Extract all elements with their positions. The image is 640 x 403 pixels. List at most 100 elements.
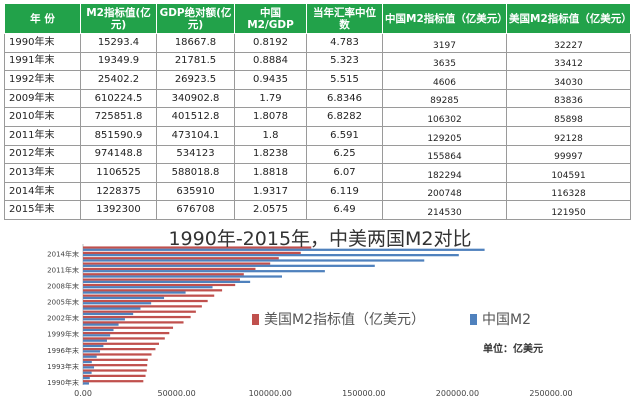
bar-cn-1990年末: [83, 382, 89, 385]
bar-us-2012年末: [83, 262, 271, 265]
table-row: 1992年末 25402.2 26923.5 0.9435 5.515 4606 34030: [4, 70, 631, 90]
cell-year: 2013年末: [4, 163, 81, 183]
cell-exchange-rate: 4.783: [306, 33, 383, 53]
cell-exchange-rate: 6.119: [306, 181, 383, 202]
bar-us-2005年末: [83, 299, 208, 303]
header-us-m2-usd: 美国M2指标值（亿美元）: [506, 3, 632, 34]
bar-chart-canvas: 1990年末 1993年末 1996年末 1999年末 2002年末 2005年末 2008…: [47, 244, 573, 398]
cell-m2-gdp-ratio: 1.8818: [234, 163, 307, 183]
bar-cn-2011年末: [83, 270, 325, 273]
bar-cn-2008年末: [83, 286, 213, 289]
cell-exchange-rate: 6.49: [306, 200, 383, 220]
y-tick-label: 2002年末: [47, 314, 79, 323]
cell-year: 1992年末: [4, 70, 81, 90]
cell-us-m2-usd: 99997: [506, 144, 631, 165]
bar-us-2011年末: [83, 267, 256, 271]
cell-m2-rmb: 851590.9: [80, 125, 157, 146]
cell-m2-gdp-ratio: 1.79: [234, 88, 307, 109]
bar-us-1994年末: [83, 358, 148, 361]
table-row: 2011年末 851590.9 473104.1 1.8 6.591 129205 9212…: [4, 125, 631, 146]
bar-us-2006年末: [83, 294, 215, 297]
cell-china-m2-usd: 89285: [382, 88, 507, 109]
bar-us-1996年末: [83, 348, 156, 351]
cell-gdp: 340902.8: [156, 88, 235, 109]
bar-cn-1997年末: [83, 344, 104, 348]
y-tick-label: 2005年末: [47, 298, 79, 307]
bar-us-2008年末: [83, 283, 236, 287]
cell-year: 1990年末: [4, 33, 81, 53]
cell-china-m2-usd: 106302: [382, 107, 507, 127]
unit-note: 单位：亿美元: [483, 344, 543, 355]
cell-gdp: 18667.8: [156, 33, 235, 53]
bar-cn-1999年末: [83, 334, 111, 337]
bar-us-1993年末: [83, 364, 148, 367]
cell-china-m2-usd: 182294: [382, 163, 507, 183]
bar-cn-1995年末: [83, 355, 97, 358]
bar-cn-2010年末: [83, 275, 282, 278]
y-tick-label: 2014年末: [47, 250, 79, 259]
cell-m2-gdp-ratio: 1.9317: [234, 181, 307, 202]
legend-label-us: 美国M2指标值（亿美元）: [264, 312, 425, 328]
cell-us-m2-usd: 85898: [506, 107, 631, 127]
bar-us-2001年末: [83, 321, 184, 324]
cell-china-m2-usd: 200748: [382, 181, 507, 202]
cell-china-m2-usd: 3635: [382, 51, 507, 72]
table-row: 2010年末 725851.8 401512.8 1.8078 6.8282 106302…: [4, 107, 631, 127]
bar-us-2009年末: [83, 278, 240, 281]
table-header-row: 年 份 M2指标值(亿元) GDP绝对额(亿元) 中国M2/GDP 当年汇率中位…: [4, 3, 632, 34]
bar-cn-1998年末: [83, 339, 107, 342]
cell-gdp: 26923.5: [156, 70, 235, 90]
cell-m2-gdp-ratio: 1.8238: [234, 144, 307, 165]
bar-cn-2012年末: [83, 264, 375, 267]
cell-china-m2-usd: 4606: [382, 70, 507, 90]
cell-m2-rmb: 974148.8: [80, 144, 157, 165]
cell-us-m2-usd: 121950: [506, 200, 631, 220]
cell-m2-rmb: 1106525: [80, 163, 157, 183]
bar-us-2003年末: [83, 310, 196, 313]
cell-us-m2-usd: 33412: [506, 51, 631, 72]
header-year: 年 份: [4, 3, 81, 34]
table-row: 2013年末 1106525 588018.8 1.8818 6.07 182294 104…: [4, 163, 631, 183]
cell-us-m2-usd: 116328: [506, 181, 631, 202]
cell-m2-rmb: 25402.2: [80, 70, 157, 90]
cell-exchange-rate: 5.323: [306, 51, 383, 72]
bar-us-1998年末: [83, 337, 165, 340]
y-tick-label: 1993年末: [47, 362, 79, 371]
cell-m2-rmb: 1392300: [80, 200, 157, 220]
header-m2-gdp-ratio: 中国M2/GDP: [234, 3, 307, 34]
cell-year: 2009年末: [4, 88, 81, 109]
bar-cn-2013年末: [83, 259, 425, 262]
table-row: 1991年末 19349.9 21781.5 0.8884 5.323 3635 33412: [4, 51, 631, 72]
y-tick-label: 1990年末: [47, 378, 79, 387]
bar-us-1991年末: [83, 374, 146, 377]
bar-cn-1993年末: [83, 366, 95, 369]
bar-us-2000年末: [83, 326, 174, 329]
bar-us-1997年末: [83, 342, 159, 345]
chart-title: 1990年-2015年，中美两国M2对比: [168, 228, 472, 250]
cell-year: 2014年末: [4, 181, 81, 202]
cell-m2-gdp-ratio: 1.8: [234, 125, 307, 146]
cell-us-m2-usd: 32227: [506, 33, 631, 53]
cell-us-m2-usd: 92128: [506, 125, 631, 146]
bar-cn-1996年末: [83, 350, 101, 353]
bar-us-1995年末: [83, 353, 152, 356]
cell-gdp: 473104.1: [156, 125, 235, 146]
cell-china-m2-usd: 3197: [382, 33, 507, 53]
cell-gdp: 534123: [156, 144, 235, 165]
cell-m2-rmb: 610224.5: [80, 88, 157, 109]
y-tick-label: 1996年末: [47, 346, 79, 355]
bar-cn-1991年末: [83, 376, 90, 380]
bar-cn-2003年末: [83, 312, 134, 316]
cell-m2-gdp-ratio: 0.8192: [234, 33, 307, 53]
bar-cn-2005年末: [83, 302, 152, 305]
cell-china-m2-usd: 129205: [382, 125, 507, 146]
bar-us-2007年末: [83, 289, 223, 292]
cell-m2-gdp-ratio: 0.8884: [234, 51, 307, 72]
cell-m2-rmb: 1228375: [80, 181, 157, 202]
bar-us-2004年末: [83, 305, 202, 308]
bar-us-1990年末: [83, 380, 144, 383]
cell-exchange-rate: 6.8282: [306, 107, 383, 127]
header-m2-rmb: M2指标值(亿元): [80, 3, 157, 34]
cell-year: 2010年末: [4, 107, 81, 127]
bar-cn-1994年末: [83, 360, 92, 364]
